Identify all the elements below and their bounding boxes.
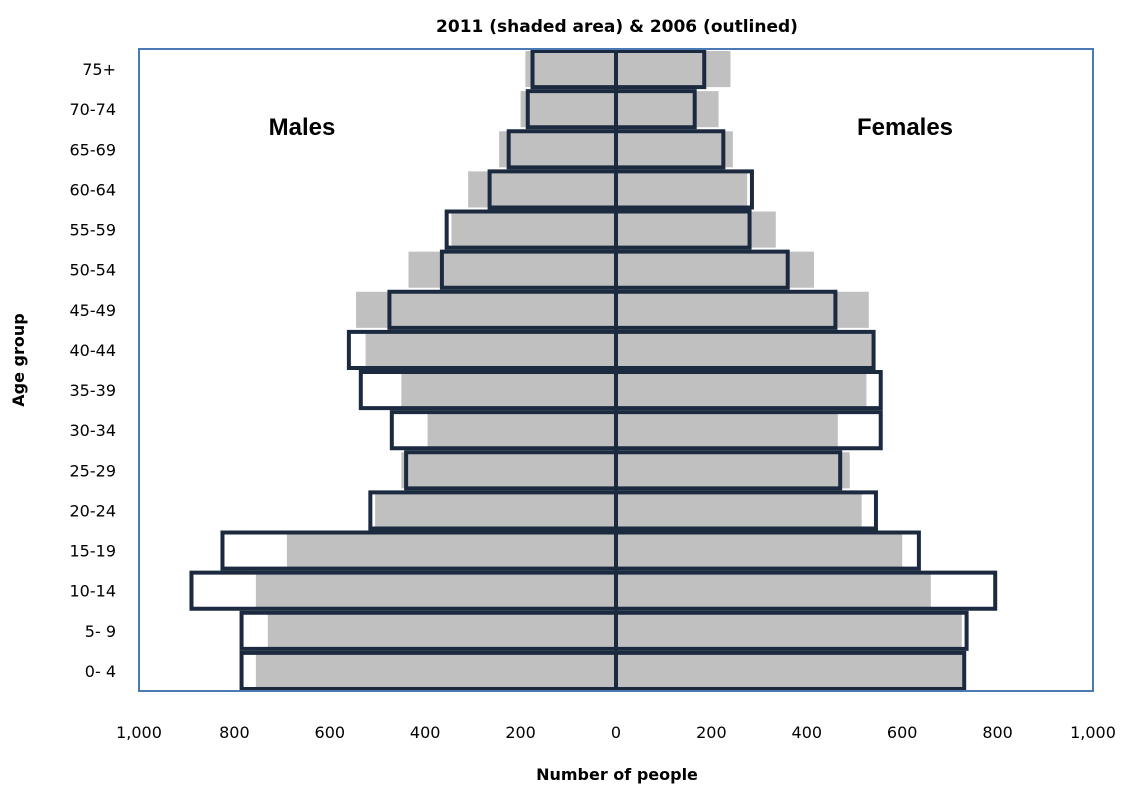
y-tick-label-12: 60-64 (70, 180, 117, 199)
y-tick-label-10: 50-54 (70, 261, 117, 280)
females-label: Females (857, 114, 953, 141)
bar-female-2011-1 (616, 612, 962, 649)
bar-female-2011-0 (616, 652, 965, 689)
y-tick-label-1: 5- 9 (85, 622, 116, 641)
bar-female-2011-4 (616, 492, 862, 529)
bar-male-2011-2 (255, 572, 617, 609)
y-axis-tick-labels: 0- 4 5- 9 10-14 15-19 20-24 25-29 30-34 35-39 40… (70, 60, 117, 681)
bar-female-2011-6 (616, 412, 838, 449)
bar-female-2011-8 (616, 331, 874, 368)
y-tick-label-4: 20-24 (70, 501, 117, 520)
x-tick-label-9: 800 (982, 723, 1013, 742)
bar-male-2011-14 (520, 91, 616, 128)
bar-male-2011-7 (401, 372, 616, 409)
y-tick-label-9: 45-49 (70, 301, 117, 320)
bar-male-2011-11 (451, 211, 616, 248)
y-tick-label-5: 25-29 (70, 461, 117, 480)
x-tick-label-8: 600 (887, 723, 918, 742)
y-tick-label-13: 65-69 (70, 140, 117, 159)
y-tick-label-3: 15-19 (70, 542, 117, 561)
bar-male-2011-4 (375, 492, 616, 529)
y-axis-label: Age group (9, 313, 28, 406)
x-tick-label-0: 1,000 (116, 723, 162, 742)
bar-male-2011-9 (356, 291, 616, 328)
bar-female-2011-3 (616, 532, 903, 569)
bar-male-2011-6 (427, 412, 616, 449)
bar-male-2011-5 (401, 452, 616, 489)
chart-title: 2011 (shaded area) & 2006 (outlined) (436, 17, 798, 37)
bar-male-2011-15 (525, 51, 616, 88)
bar-male-2011-12 (468, 171, 616, 208)
y-tick-label-11: 55-59 (70, 221, 117, 240)
bar-male-2011-1 (267, 612, 616, 649)
x-tick-label-3: 400 (410, 723, 441, 742)
y-tick-label-0: 0- 4 (85, 662, 116, 681)
bar-female-2011-9 (616, 291, 869, 328)
bar-female-2011-12 (616, 171, 748, 208)
x-tick-label-1: 800 (219, 723, 250, 742)
x-tick-label-10: 1,000 (1070, 723, 1116, 742)
y-tick-label-2: 10-14 (70, 582, 117, 601)
x-tick-label-6: 200 (696, 723, 727, 742)
x-axis-tick-labels: 1,000 800 600 400 200 0 200 400 600 800 1,000 (116, 723, 1116, 742)
x-tick-label-5: 0 (611, 723, 621, 742)
y-tick-label-6: 30-34 (70, 421, 117, 440)
y-tick-label-7: 35-39 (70, 381, 117, 400)
bar-female-2011-15 (616, 51, 731, 88)
bar-female-2011-10 (616, 251, 814, 288)
x-tick-label-2: 600 (315, 723, 346, 742)
bar-female-2011-13 (616, 131, 733, 168)
bar-male-2011-3 (286, 532, 616, 569)
x-tick-label-7: 400 (792, 723, 823, 742)
bar-male-2011-10 (408, 251, 616, 288)
y-tick-label-14: 70-74 (70, 100, 117, 119)
x-tick-label-4: 200 (505, 723, 536, 742)
plot-frame (138, 48, 1094, 692)
bar-female-2011-2 (616, 572, 931, 609)
bar-female-2011-11 (616, 211, 776, 248)
bar-male-2011-8 (365, 331, 616, 368)
bar-female-2011-5 (616, 452, 850, 489)
x-axis-label: Number of people (536, 765, 698, 784)
bar-male-2011-0 (255, 652, 617, 689)
bar-female-2011-14 (616, 91, 719, 128)
y-tick-label-8: 40-44 (70, 341, 117, 360)
shaded-bars-2011 (255, 51, 965, 689)
bar-male-2011-13 (499, 131, 616, 168)
bar-female-2011-7 (616, 372, 867, 409)
y-tick-label-15: 75+ (82, 60, 116, 79)
males-label: Males (269, 114, 336, 141)
